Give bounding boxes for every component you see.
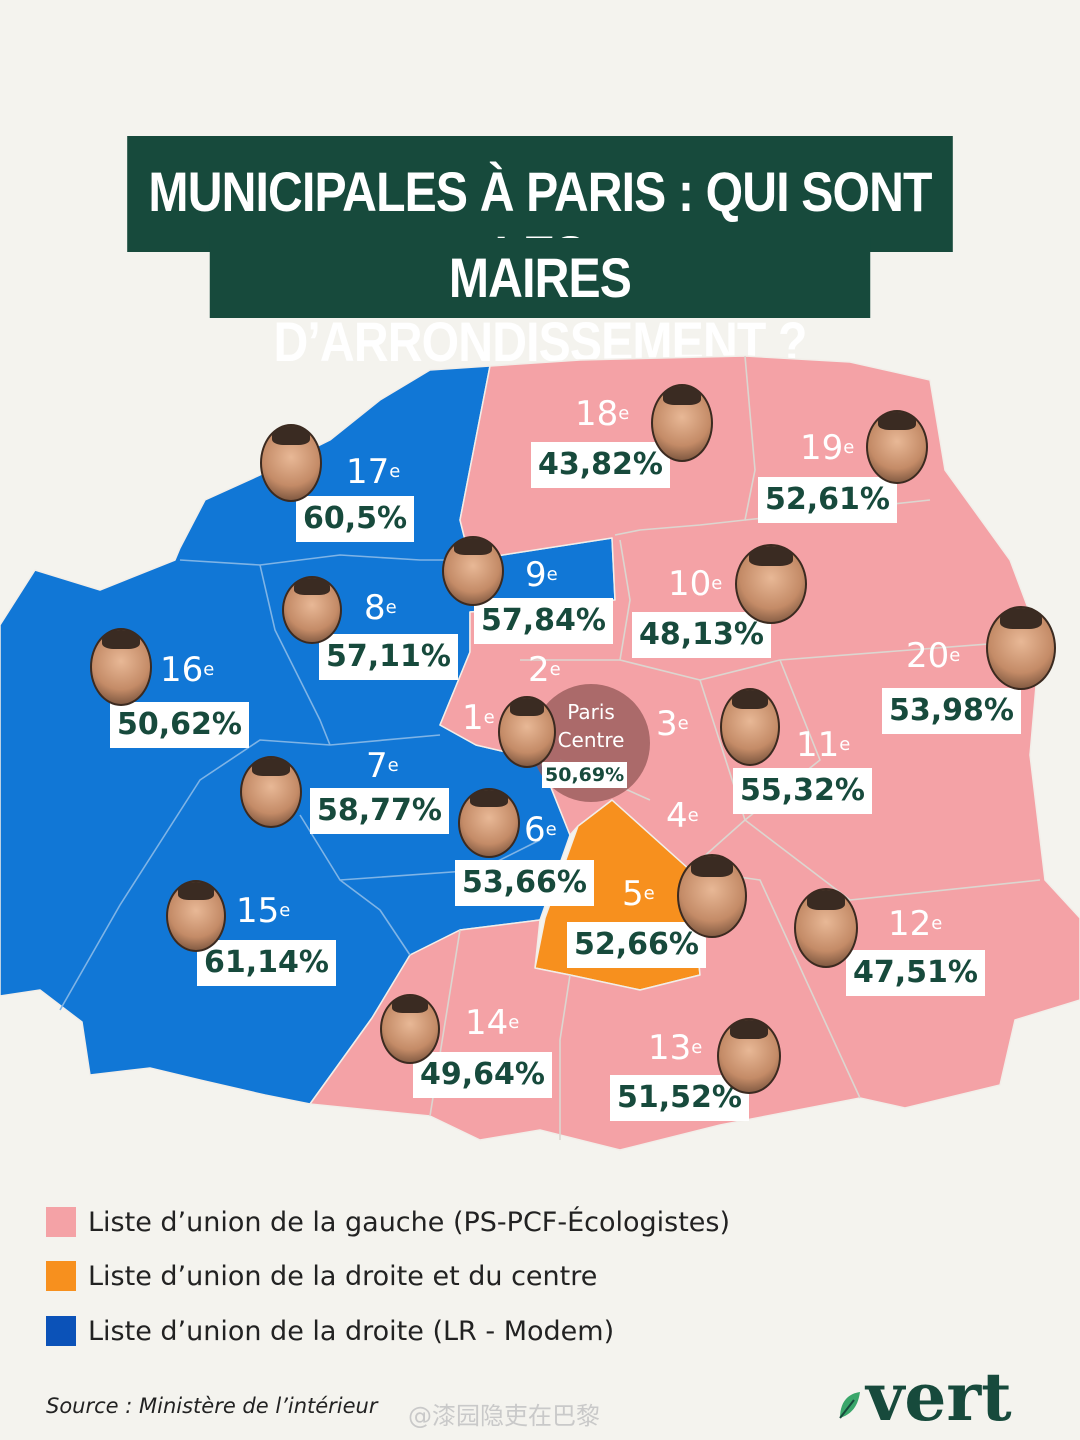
mayor-photo-12: [794, 888, 858, 968]
vert-logo: vert: [866, 1358, 1012, 1436]
pct-16: 50,62%: [110, 702, 249, 748]
arr-label-12: 12e: [888, 904, 943, 944]
pct-7: 58,77%: [310, 788, 449, 834]
paris-centre-label: Paris Centre: [557, 700, 625, 752]
pct-11: 55,32%: [733, 768, 872, 814]
pct-5: 52,66%: [567, 922, 706, 968]
legend-swatch-droite: [46, 1316, 76, 1346]
pct-13: 51,52%: [610, 1075, 749, 1121]
mayor-photo-19: [866, 410, 928, 484]
pct-14: 49,64%: [413, 1052, 552, 1098]
pct-18: 43,82%: [531, 442, 670, 488]
legend-item-gauche: Liste d’union de la gauche (PS-PCF-Écolo…: [46, 1204, 730, 1240]
legend-label-droite-centre: Liste d’union de la droite et du centre: [88, 1260, 598, 1292]
arr-label-13: 13e: [648, 1028, 703, 1068]
pct-15: 61,14%: [197, 940, 336, 986]
mayor-photo-5: [677, 854, 747, 938]
arr-label-5: 5e: [622, 874, 655, 914]
arr-label-11: 11e: [796, 725, 851, 765]
arr-label-17: 17e: [346, 452, 401, 492]
arr-label-18: 18e: [575, 394, 630, 434]
arr-label-7: 7e: [366, 746, 399, 786]
mayor-photo-8: [282, 576, 342, 644]
mayor-photo-16: [90, 628, 152, 706]
arr-label-9: 9e: [525, 555, 558, 595]
mayor-photo-15: [166, 880, 226, 952]
mayor-photo-7: [240, 756, 302, 828]
pct-17: 60,5%: [296, 496, 415, 542]
legend-label-gauche: Liste d’union de la gauche (PS-PCF-Écolo…: [88, 1206, 731, 1238]
legend-item-droite: Liste d’union de la droite (LR - Modem): [46, 1313, 614, 1349]
pct-19: 52,61%: [758, 477, 897, 523]
legend-swatch-gauche: [46, 1207, 76, 1237]
arr-label-16: 16e: [160, 650, 215, 690]
source-text: Source : Ministère de l’intérieur: [46, 1394, 378, 1418]
mayor-photo-11: [720, 688, 780, 766]
pct-6: 53,66%: [455, 860, 594, 906]
pct-10: 48,13%: [632, 612, 771, 658]
mayor-photo-17: [260, 424, 322, 502]
pct-8: 57,11%: [319, 634, 458, 680]
pct-9: 57,84%: [474, 598, 613, 644]
mayor-photo-20: [986, 606, 1056, 690]
leaf-icon: [839, 1392, 860, 1419]
legend-swatch-droite-centre: [46, 1261, 76, 1291]
legend-label-droite: Liste d’union de la droite (LR - Modem): [88, 1315, 615, 1347]
title-line-1: MUNICIPALES À PARIS : QUI SONT LES: [127, 136, 953, 287]
arr-label-6: 6e: [524, 810, 557, 850]
pct-20: 53,98%: [882, 688, 1021, 734]
arr-label-3: 3e: [656, 704, 689, 744]
mayor-photo-9: [442, 536, 504, 606]
arr-label-2: 2e: [528, 650, 561, 690]
arr-label-19: 19e: [800, 428, 855, 468]
mayor-photo-14: [380, 994, 440, 1064]
paris-centre-pct: 50,69%: [542, 762, 628, 788]
arr-label-1: 1e: [462, 698, 495, 738]
title-line-2: MAIRES D’ARRONDISSEMENT ?: [209, 238, 871, 373]
pct-12: 47,51%: [846, 950, 985, 996]
arr-label-8: 8e: [364, 588, 397, 628]
arr-label-15: 15e: [236, 891, 291, 931]
arr-label-14: 14e: [465, 1003, 520, 1043]
watermark-text: @漆园隐吏在巴黎: [408, 1402, 600, 1430]
mayor-photo-13: [717, 1018, 781, 1094]
mayor-photo-6: [458, 788, 520, 858]
arr-label-10: 10e: [668, 564, 723, 604]
arr-label-4: 4e: [666, 796, 699, 836]
mayor-photo-paris-centre: [498, 696, 556, 768]
mayor-photo-10: [735, 544, 807, 624]
legend-item-droite-centre: Liste d’union de la droite et du centre: [46, 1258, 597, 1294]
arr-label-20: 20e: [906, 636, 961, 676]
mayor-photo-18: [651, 384, 713, 462]
